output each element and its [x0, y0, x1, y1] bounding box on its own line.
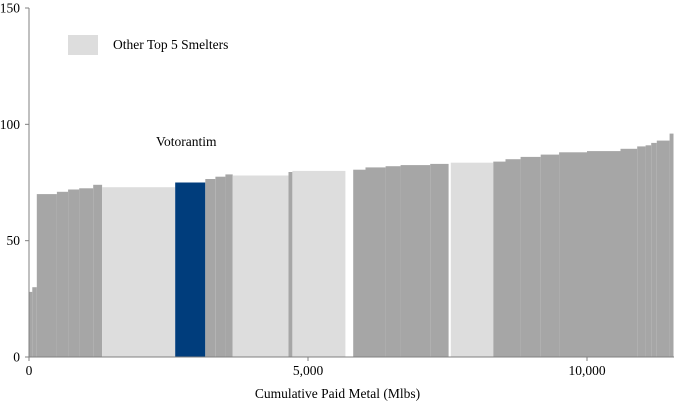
bar-segment: [385, 166, 401, 357]
bar-segment: [353, 169, 366, 357]
bar-segment: [400, 165, 431, 357]
votorantim-bar: [175, 182, 206, 357]
y-tick-label: 50: [7, 233, 21, 248]
bar-segment: [587, 151, 621, 357]
bar-segment: [288, 172, 293, 357]
other-top5-bar: [232, 175, 289, 357]
bar-segment: [205, 179, 216, 357]
bar-segment: [36, 194, 57, 357]
bar-segment: [637, 146, 646, 357]
x-tick-label: 5,000: [293, 363, 324, 378]
legend-swatch-other-top5: [68, 35, 98, 55]
bar-segment: [225, 174, 233, 357]
bar-segment: [365, 167, 386, 357]
bar-segment: [32, 287, 37, 357]
bar-segment: [520, 156, 541, 357]
other-top5-bar: [102, 187, 176, 357]
bar-segment: [493, 161, 506, 357]
bar-segment: [559, 152, 587, 357]
votorantim-annotation: Votorantim: [156, 134, 217, 149]
other-top5-bar: [450, 162, 494, 357]
bar-segment: [215, 176, 226, 357]
bar-segment: [430, 163, 449, 357]
bar-segment: [645, 145, 652, 357]
x-tick-label: 0: [26, 363, 33, 378]
legend-label-other-top5: Other Top 5 Smelters: [113, 37, 229, 52]
bar-segment: [29, 291, 33, 357]
x-axis-title: Cumulative Paid Metal (Mlbs): [254, 386, 421, 401]
bar-segment: [93, 184, 103, 357]
y-tick-label: 0: [13, 350, 20, 365]
bar-segment: [651, 142, 657, 357]
bar-segment: [620, 148, 638, 357]
other-top5-bar: [292, 170, 346, 357]
bar-segment: [79, 188, 94, 357]
legend: Other Top 5 Smelters: [68, 35, 228, 55]
y-tick-label: 100: [0, 117, 20, 132]
y-tick-label: 150: [0, 1, 20, 16]
x-tick-label: 10,000: [568, 363, 605, 378]
bar-segment: [56, 191, 69, 357]
bar-segment: [656, 140, 670, 357]
bar-segment: [505, 159, 521, 357]
bar-segment: [669, 133, 674, 357]
bar-segment: [540, 154, 560, 357]
bar-segment: [68, 189, 80, 357]
